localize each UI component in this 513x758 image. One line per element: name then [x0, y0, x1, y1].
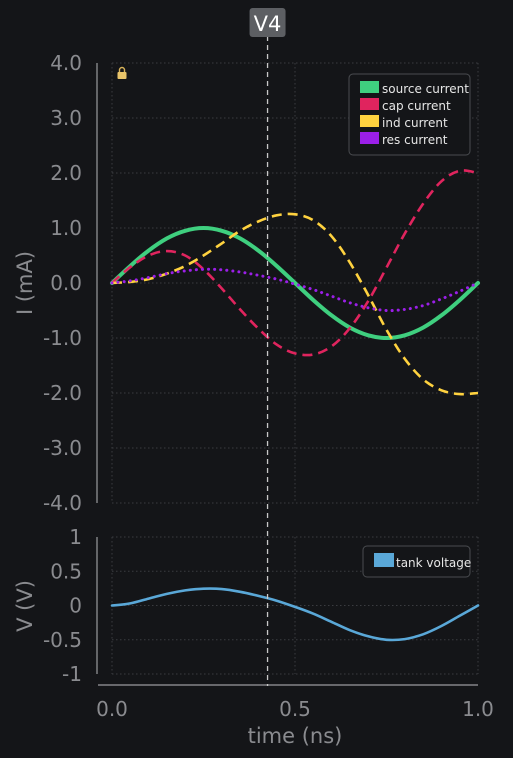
- series-source-current: [110, 225, 480, 341]
- y-tick-label: -2.0: [43, 381, 82, 405]
- y-tick-label: 0.0: [50, 271, 82, 295]
- y-tick-label: 2.0: [50, 161, 82, 185]
- y-tick-label: -1: [62, 662, 82, 686]
- legend-label: tank voltage: [396, 556, 471, 570]
- legend-box: [348, 73, 471, 156]
- cursor-label-box[interactable]: [249, 8, 286, 37]
- legends: source current cap current ind current res …: [348, 73, 471, 578]
- y-axis-title: V (V): [13, 580, 37, 632]
- series-ind-current: [111, 212, 479, 396]
- grid: [111, 62, 479, 675]
- legend-swatch: [360, 98, 379, 110]
- legend-label: cap current: [382, 99, 451, 113]
- y-axis-title: I (mA): [13, 251, 37, 315]
- y-tick-label: -4.0: [43, 491, 82, 515]
- legend-label: source current: [382, 82, 469, 96]
- legend-swatch: [360, 81, 379, 93]
- legend-label: res current: [382, 133, 448, 147]
- y-tick-label: -3.0: [43, 436, 82, 460]
- cursor-layer[interactable]: V4: [249, 8, 286, 686]
- x-axis-title: time (ns): [248, 724, 343, 748]
- y-tick-label: 3.0: [50, 106, 82, 130]
- y-tick-label: -1.0: [43, 326, 82, 350]
- lock-icon[interactable]: [117, 66, 127, 80]
- legend-swatch: [374, 553, 394, 567]
- labels: I (mA) V (V) time (ns): [13, 66, 343, 748]
- y-tick-label: 4.0: [50, 51, 82, 75]
- cursor-label: V4: [254, 12, 282, 36]
- y-tick-label: 1: [69, 525, 82, 549]
- series-layer: [110, 169, 480, 642]
- y-tick-label: 0: [69, 594, 82, 618]
- y-tick-label: -0.5: [43, 628, 82, 652]
- legend-label: ind current: [382, 116, 448, 130]
- series-tank-voltage: [110, 587, 480, 642]
- x-tick-label: 0.0: [96, 697, 128, 721]
- x-tick-label: 0.5: [279, 697, 311, 721]
- legend-swatch: [360, 132, 379, 144]
- y-tick-label: 0.5: [50, 559, 82, 583]
- legend-swatch: [360, 115, 379, 127]
- axes: 4.0 3.0 2.0 1.0 0.0 -1.0 -2.0 -3.0 -4.0 1 0.5 0 -0.5…: [43, 51, 494, 721]
- y-tick-label: 1.0: [50, 216, 82, 240]
- series-res-current: [110, 267, 480, 313]
- x-tick-label: 1.0: [462, 697, 494, 721]
- series-cap-current: [111, 169, 479, 357]
